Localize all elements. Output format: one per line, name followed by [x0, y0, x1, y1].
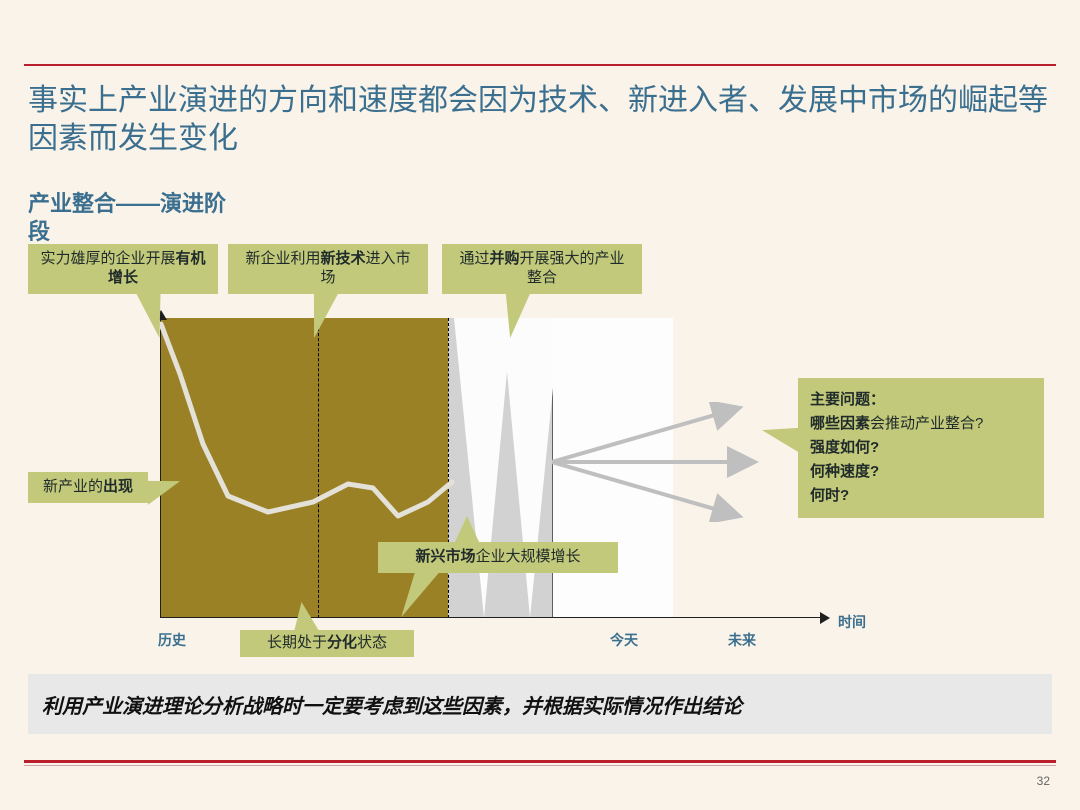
- co7-line2: 强度如何?: [810, 436, 1032, 460]
- callout-key-questions: 主要问题： 哪些因素会推动产业整合? 强度如何? 何种速度? 何时?: [798, 378, 1044, 518]
- subtitle-main: 产业整合——演进阶: [28, 191, 226, 216]
- x-tick-future: 未来: [728, 630, 756, 650]
- page-title: 事实上产业演进的方向和速度都会因为技术、新进入者、发展中市场的崛起等因素而发生变…: [28, 82, 1052, 157]
- co6-text: 长期处于分化状态: [267, 634, 387, 651]
- callout-organic-growth: 实力雄厚的企业开展有机增长: [28, 244, 218, 294]
- x-tick-today: 今天: [610, 630, 638, 650]
- footer-accent-line-thin: [24, 765, 1056, 766]
- co7-line1: 哪些因素会推动产业整合?: [810, 412, 1032, 436]
- callout-new-tech: 新企业利用新技术进入市场: [228, 244, 428, 294]
- callout-pointer-icon: [290, 602, 319, 630]
- evolution-chart: 实力雄厚的企业开展有机增长 新企业利用新技术进入市场 通过并购开展强大的产业整合…: [28, 244, 1052, 664]
- conclusion-text: 利用产业演进理论分析战略时一定要考虑到这些因素，并根据实际情况作出结论: [42, 690, 742, 719]
- conclusion-band: 利用产业演进理论分析战略时一定要考虑到这些因素，并根据实际情况作出结论: [28, 674, 1052, 734]
- x-axis-label: 时间: [838, 612, 866, 632]
- co1-text: 实力雄厚的企业开展有机增长: [40, 250, 205, 286]
- callout-emerging-market: 新兴市场企业大规模增长: [378, 542, 618, 573]
- x-axis-arrow-icon: [820, 612, 830, 624]
- co2-text: 新企业利用新技术进入市场: [245, 250, 410, 286]
- footer-accent-line: [24, 760, 1056, 763]
- co7-line4: 何时?: [810, 484, 1032, 508]
- subtitle-tail: 段: [28, 214, 50, 246]
- callout-fragmented: 长期处于分化状态: [240, 630, 414, 657]
- accent-top-line: [24, 64, 1056, 66]
- future-spread-arrows-icon: [552, 402, 762, 522]
- page-number: 32: [1037, 774, 1050, 788]
- x-tick-history: 历史: [158, 630, 186, 650]
- co5-text: 新兴市场企业大规模增长: [415, 548, 580, 565]
- chart-subtitle: 产业整合——演进阶 段: [28, 186, 226, 218]
- co3-text: 通过并购开展强大的产业整合: [459, 250, 624, 286]
- callout-ma: 通过并购开展强大的产业整合: [442, 244, 642, 294]
- co7-title: 主要问题：: [810, 388, 1032, 412]
- co7-line3: 何种速度?: [810, 460, 1032, 484]
- callout-pointer-icon: [455, 516, 479, 542]
- callout-new-industry: 新产业的出现: [28, 472, 148, 503]
- co4-text: 新产业的出现: [43, 478, 133, 495]
